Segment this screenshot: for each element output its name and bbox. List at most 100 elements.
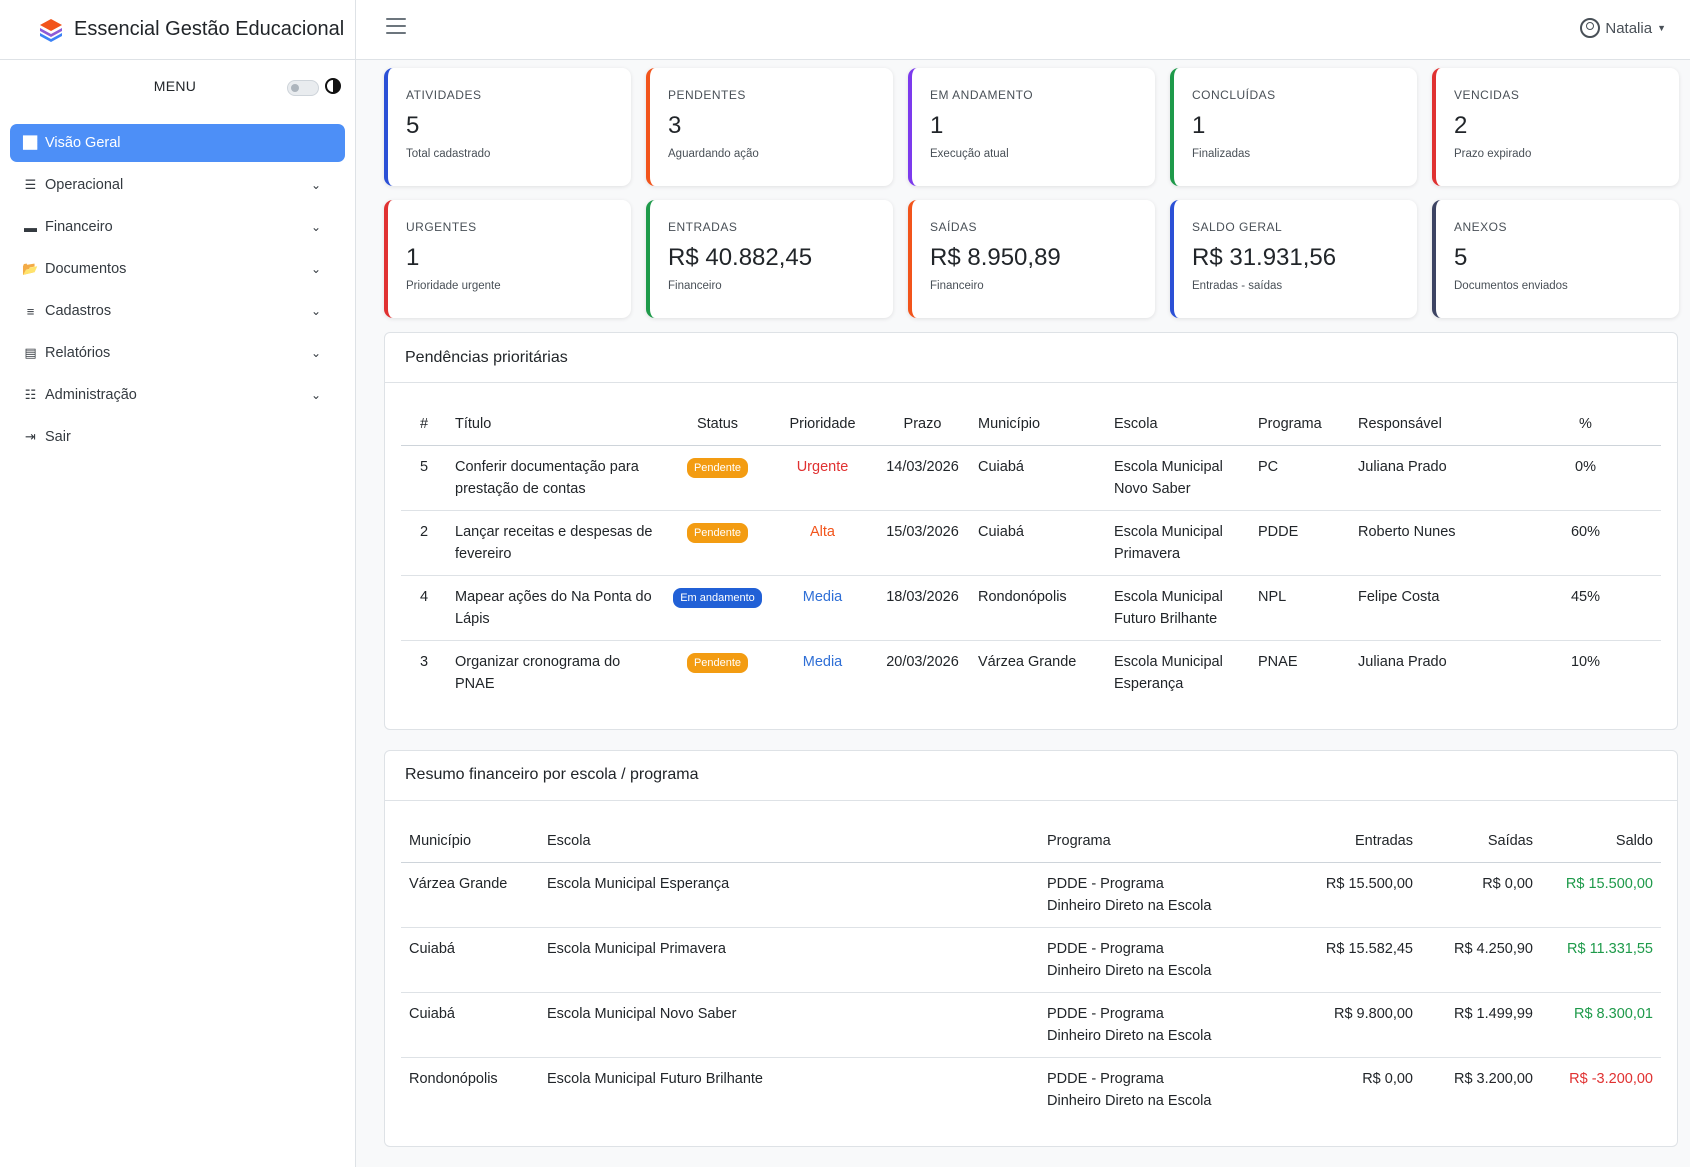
row-deadline: 18/03/2026 [875,575,970,641]
sidebar-item-sair[interactable]: ⇥ Sair [10,418,345,456]
resumo-title: Resumo financeiro por escola / programa [385,751,1677,801]
table-row[interactable]: 4 Mapear ações do Na Ponta do Lápis Em and… [401,575,1661,641]
status-badge: Pendente [686,457,749,478]
sidebar-item-label: Visão Geral [45,135,121,151]
user-menu[interactable]: Natalia ▼ [1580,18,1666,38]
row-program: PDDE - Programa Dinheiro Direto na Escol… [1039,992,1229,1058]
sidebar-item-documentos[interactable]: 📂 Documentos ⌄ [10,250,345,288]
row-status: Pendente [665,640,770,705]
stat-card: ENTRADAS R$ 40.882,45 Financeiro [646,200,893,318]
resumo-panel: Resumo financeiro por escola / programa … [384,749,1678,1147]
table-row[interactable]: 5 Conferir documentação para prestação de… [401,445,1661,511]
stat-card-label: SAÍDAS [930,220,978,234]
stat-card-label: EM ANDAMENTO [930,88,1034,102]
table-row[interactable]: 2 Lançar receitas e despesas de fevereiro… [401,510,1661,576]
brand-logo-icon [40,18,62,42]
stat-card: SALDO GERAL R$ 31.931,56 Entradas - saídas [1170,200,1417,318]
row-balance: R$ 15.500,00 [1541,862,1661,928]
main-content: ATIVIDADES 5 Total cadastrado PENDENTES 3 Agu… [384,68,1679,1147]
table-header: Entradas [1229,820,1421,863]
sidebar-item-visao-geral[interactable]: 📈 Visão Geral [10,124,345,162]
status-badge: Em andamento [673,587,762,608]
stat-card-label: VENCIDAS [1454,88,1520,102]
resumo-table: Município Escola Programa Entradas Saídas Sal… [401,820,1661,1123]
table-header: Programa [1250,403,1350,446]
row-title: Organizar cronograma do PNAE [455,653,621,692]
row-school: Escola Municipal Novo Saber [539,992,1039,1058]
row-id: 4 [401,575,447,641]
row-percent: 45% [1510,575,1661,641]
table-row[interactable]: Cuiabá Escola Municipal Novo Saber PDDE - … [401,992,1661,1058]
row-municipality: Cuiabá [970,510,1106,576]
row-balance: R$ 11.331,55 [1541,927,1661,993]
stat-card: URGENTES 1 Prioridade urgente [384,200,631,318]
stat-card-label: CONCLUÍDAS [1192,88,1276,102]
sidebar-item-relatorios[interactable]: ▤ Relatórios ⌄ [10,334,345,372]
table-row[interactable]: Cuiabá Escola Municipal Primavera PDDE - P… [401,927,1661,993]
sidebar-item-label: Operacional [45,177,124,193]
sign-out-icon: ⇥ [25,429,36,444]
chevron-down-icon: ⌄ [310,388,321,402]
caret-down-icon: ▼ [1657,23,1666,33]
row-school: Escola Municipal Esperança [1114,653,1223,692]
row-responsible: Felipe Costa [1350,575,1510,641]
row-school: Escola Municipal Primavera [539,927,1039,993]
table-header: # [401,403,447,446]
sidebar-item-administracao[interactable]: ☷ Administração ⌄ [10,376,345,414]
row-deadline: 15/03/2026 [875,510,970,576]
table-row[interactable]: 3 Organizar cronograma do PNAE Pendente Med… [401,640,1661,705]
status-badge: Pendente [686,522,749,543]
pendencias-title: Pendências prioritárias [385,333,1677,383]
stat-card-label: ANEXOS [1454,220,1508,234]
row-income: R$ 9.800,00 [1229,992,1421,1058]
row-title: Lançar receitas e despesas de fevereiro [447,510,665,576]
stat-card-label: ATIVIDADES [406,88,482,102]
row-program: PNAE [1258,653,1298,670]
table-header: Título [447,403,665,446]
table-row[interactable]: Rondonópolis Escola Municipal Futuro Bril… [401,1058,1661,1123]
stat-card-subtitle: Financeiro [668,280,722,292]
hamburger-menu-icon[interactable] [386,18,406,36]
row-percent: 0% [1510,445,1661,511]
stat-card: ATIVIDADES 5 Total cadastrado [384,68,631,186]
sidebar-item-label: Administração [45,387,137,403]
sidebar-item-label: Sair [45,429,71,445]
sliders-icon: ☷ [24,387,37,402]
chart-line-icon: 📈 [22,135,39,150]
row-expenses: R$ 1.499,99 [1421,992,1541,1058]
row-id: 5 [401,445,447,511]
table-header-row: # Título Status Prioridade Prazo Município Esc… [401,403,1661,446]
sidebar-item-label: Relatórios [45,345,111,361]
stat-card-label: URGENTES [406,220,477,234]
table-row[interactable]: Várzea Grande Escola Municipal Esperança P… [401,862,1661,928]
brand[interactable]: Essencial Gestão Educacional [0,0,355,60]
sidebar-item-operacional[interactable]: ☰ Operacional ⌄ [10,166,345,204]
row-deadline: 20/03/2026 [886,653,959,670]
row-balance: R$ 8.300,01 [1541,992,1661,1058]
sidebar-item-financeiro[interactable]: ▬ Financeiro ⌄ [10,208,345,246]
status-badge: Pendente [686,652,749,673]
theme-contrast-icon[interactable] [325,78,341,94]
sidebar-item-label: Documentos [45,261,127,277]
row-school: Escola Municipal Novo Saber [1106,445,1250,511]
wallet-icon: ▬ [24,219,37,235]
table-header: Programa [1039,820,1229,863]
stat-card-subtitle: Financeiro [930,280,984,292]
row-expenses: R$ 0,00 [1421,862,1541,928]
row-title: Mapear ações do Na Ponta do Lápis [447,575,665,641]
stat-card-label: PENDENTES [668,88,746,102]
menu-toggle-switch[interactable] [287,80,319,96]
row-income: R$ 15.500,00 [1229,862,1421,928]
table-header: Status [665,403,770,446]
table-header: Prazo [875,403,970,446]
topbar: Natalia ▼ [356,0,1690,60]
stat-card-value: R$ 31.931,56 [1192,244,1337,271]
row-responsible: Juliana Prado [1350,445,1510,511]
row-school: Escola Municipal Futuro Brilhante [547,1071,763,1087]
stat-card: EM ANDAMENTO 1 Execução atual [908,68,1155,186]
table-header-row: Município Escola Programa Entradas Saídas Sal… [401,820,1661,863]
sidebar-item-cadastros[interactable]: ≡ Cadastros ⌄ [10,292,345,330]
chevron-down-icon: ⌄ [310,178,321,192]
row-responsible: Juliana Prado [1358,653,1447,670]
row-percent: 10% [1570,653,1601,670]
